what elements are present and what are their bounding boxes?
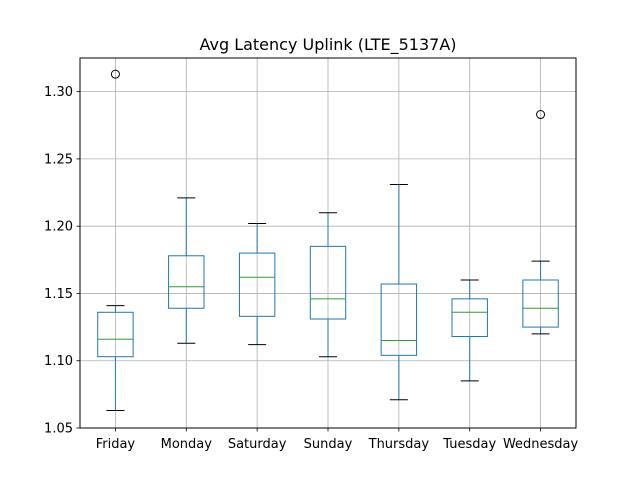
outlier-point xyxy=(110,69,120,79)
box-iqr xyxy=(238,252,276,317)
y-tick-label: 1.10 xyxy=(44,354,73,369)
outlier-point xyxy=(536,110,546,120)
box-tuesday xyxy=(451,279,488,382)
x-tick-label: Saturday xyxy=(228,437,287,452)
x-tick-label: Tuesday xyxy=(442,437,496,452)
box-iqr xyxy=(380,283,418,356)
grid-layer xyxy=(80,58,576,429)
box-wednesday xyxy=(522,110,559,335)
x-tick-label: Wednesday xyxy=(503,437,579,452)
box-layer xyxy=(97,69,559,412)
y-tick-label: 1.20 xyxy=(44,220,73,235)
x-tick-label: Monday xyxy=(161,437,213,452)
box-iqr xyxy=(309,245,347,320)
x-tick-label: Friday xyxy=(96,437,136,452)
y-tick-label: 1.30 xyxy=(44,85,73,100)
x-tick-label: Thursday xyxy=(368,437,430,452)
box-thursday xyxy=(380,183,418,401)
box-iqr xyxy=(97,311,134,358)
box-monday xyxy=(168,197,205,344)
y-tick-label: 1.25 xyxy=(44,152,73,167)
box-iqr xyxy=(451,298,488,338)
box-friday xyxy=(97,69,134,412)
chart-title: Avg Latency Uplink (LTE_5137A) xyxy=(199,35,456,55)
box-saturday xyxy=(238,222,276,346)
y-tick-label: 1.15 xyxy=(44,287,73,302)
box-iqr xyxy=(522,279,559,328)
y-tick-label: 1.05 xyxy=(44,422,73,437)
box-sunday xyxy=(309,212,347,358)
x-tick-label: Sunday xyxy=(304,437,353,452)
box-iqr xyxy=(168,255,205,309)
tick-layer: 1.05 1.10 1.15 1.20 1.25 1.30 Friday Monday Satu… xyxy=(44,85,578,452)
